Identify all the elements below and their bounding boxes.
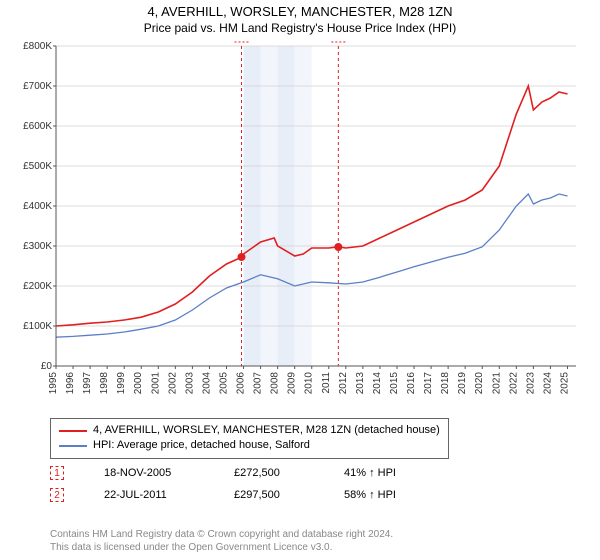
legend: 4, AVERHILL, WORSLEY, MANCHESTER, M28 1Z…: [50, 418, 449, 459]
svg-text:2017: 2017: [423, 372, 434, 395]
sale-row-1: 1 18-NOV-2005 £272,500 41% ↑ HPI: [50, 462, 434, 484]
sale-date-2: 22-JUL-2011: [104, 489, 194, 501]
svg-text:2022: 2022: [508, 372, 519, 395]
svg-text:2024: 2024: [542, 372, 553, 395]
svg-text:2009: 2009: [287, 372, 298, 395]
svg-text:£800K: £800K: [23, 41, 52, 52]
svg-text:1996: 1996: [65, 372, 76, 395]
svg-text:2015: 2015: [389, 372, 400, 395]
legend-swatch-hpi: [59, 445, 87, 447]
svg-text:2018: 2018: [440, 372, 451, 395]
svg-text:2023: 2023: [525, 372, 536, 395]
svg-text:2003: 2003: [184, 372, 195, 395]
sale-date-1: 18-NOV-2005: [104, 467, 194, 479]
svg-text:2007: 2007: [253, 372, 264, 395]
sale-price-1: £272,500: [234, 467, 304, 479]
svg-text:2008: 2008: [270, 372, 281, 395]
chart-area: 1 2 £0 £100K £200K £300K £400K £500K £600K £700K £…: [8, 40, 592, 410]
svg-text:2004: 2004: [201, 372, 212, 395]
legend-row-property: 4, AVERHILL, WORSLEY, MANCHESTER, M28 1Z…: [59, 423, 440, 438]
svg-text:2005: 2005: [218, 372, 229, 395]
svg-text:2006: 2006: [236, 372, 247, 395]
svg-text:£500K: £500K: [23, 161, 52, 172]
chart-title: 4, AVERHILL, WORSLEY, MANCHESTER, M28 1Z…: [0, 4, 600, 19]
legend-label-hpi: HPI: Average price, detached house, Salf…: [93, 438, 310, 453]
svg-text:2019: 2019: [457, 372, 468, 395]
svg-text:1998: 1998: [99, 372, 110, 395]
svg-text:2011: 2011: [321, 372, 332, 394]
svg-text:2012: 2012: [338, 372, 349, 395]
svg-text:1995: 1995: [48, 372, 59, 395]
legend-label-property: 4, AVERHILL, WORSLEY, MANCHESTER, M28 1Z…: [93, 423, 440, 438]
svg-text:2010: 2010: [304, 372, 315, 395]
sale-hpi-1: 41% ↑ HPI: [344, 467, 434, 479]
sale-marker-2-icon: 2: [50, 488, 64, 502]
chart-subtitle: Price paid vs. HM Land Registry's House …: [0, 21, 600, 35]
title-block: 4, AVERHILL, WORSLEY, MANCHESTER, M28 1Z…: [0, 0, 600, 35]
svg-text:2000: 2000: [133, 372, 144, 395]
svg-text:£600K: £600K: [23, 121, 52, 132]
chart-svg: 1 2 £0 £100K £200K £300K £400K £500K £600K £700K £…: [8, 40, 592, 410]
svg-text:2013: 2013: [355, 372, 366, 395]
sale-price-2: £297,500: [234, 489, 304, 501]
svg-text:£100K: £100K: [23, 321, 52, 332]
svg-text:£700K: £700K: [23, 81, 52, 92]
svg-text:£200K: £200K: [23, 281, 52, 292]
sale-row-2: 2 22-JUL-2011 £297,500 58% ↑ HPI: [50, 484, 434, 506]
svg-text:£0: £0: [41, 361, 53, 372]
sale-marker-1-icon: 1: [50, 466, 64, 480]
svg-text:2016: 2016: [406, 372, 417, 395]
svg-text:1997: 1997: [82, 372, 93, 395]
svg-text:2025: 2025: [559, 372, 570, 395]
legend-swatch-property: [59, 430, 87, 432]
svg-text:2020: 2020: [474, 372, 485, 395]
svg-text:2021: 2021: [491, 372, 502, 395]
svg-text:2: 2: [336, 40, 342, 42]
svg-text:£300K: £300K: [23, 241, 52, 252]
footer-line-2: This data is licensed under the Open Gov…: [50, 541, 393, 554]
sale-hpi-2: 58% ↑ HPI: [344, 489, 434, 501]
footer-line-1: Contains HM Land Registry data © Crown c…: [50, 528, 393, 541]
sales-table: 1 18-NOV-2005 £272,500 41% ↑ HPI 2 22-JU…: [50, 462, 434, 506]
chart-container: 4, AVERHILL, WORSLEY, MANCHESTER, M28 1Z…: [0, 0, 600, 560]
svg-text:2002: 2002: [167, 372, 178, 395]
svg-text:1999: 1999: [116, 372, 127, 395]
svg-text:2014: 2014: [372, 372, 383, 395]
svg-text:1: 1: [239, 40, 245, 42]
svg-text:2001: 2001: [150, 372, 161, 395]
footer-attribution: Contains HM Land Registry data © Crown c…: [50, 528, 393, 554]
svg-text:£400K: £400K: [23, 201, 52, 212]
legend-row-hpi: HPI: Average price, detached house, Salf…: [59, 438, 440, 453]
